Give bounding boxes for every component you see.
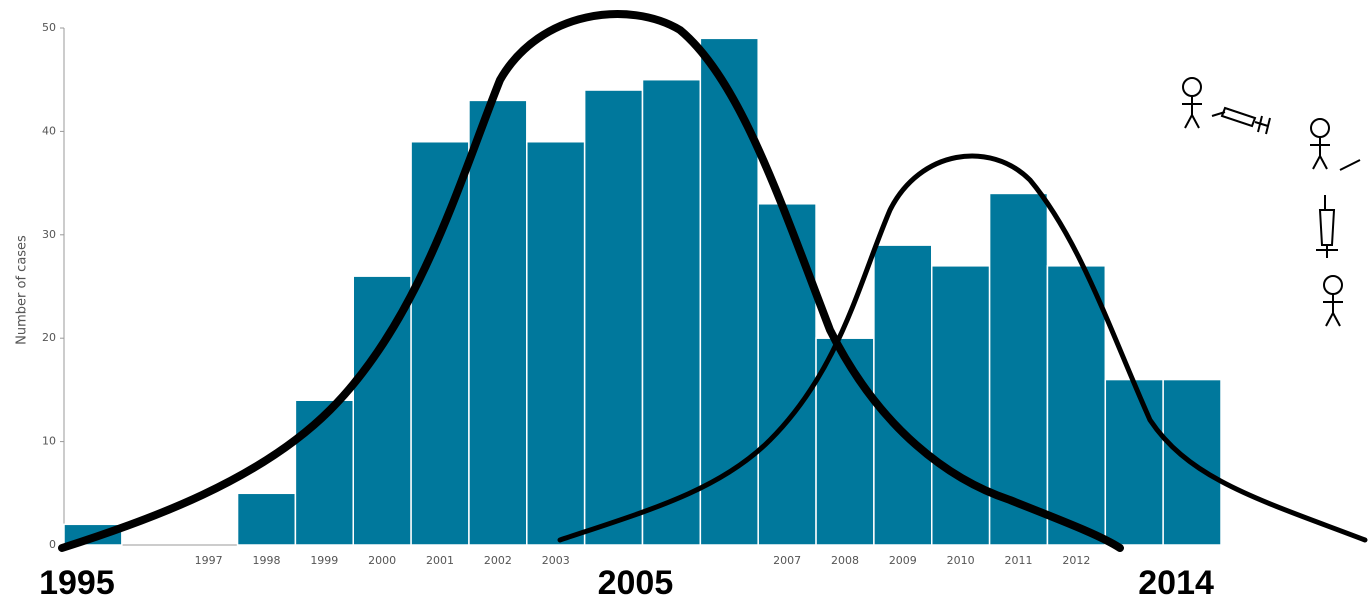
x-tick-label: 2000 [368,554,396,567]
bar [526,140,586,546]
y-axis-label: Number of cases [15,235,30,345]
y-tick-label: 40 [42,124,56,137]
bar [699,37,759,546]
stick-figures [1182,77,1361,327]
bar [294,399,354,546]
y-tick-label: 50 [42,21,56,34]
x-tick-label: 2011 [1005,554,1033,567]
year-annotation: 2014 [1138,564,1214,602]
y-tick-label: 0 [49,538,56,551]
year-annotation: 2005 [598,564,674,602]
x-tick-label: 2003 [542,554,570,567]
y-tick-label: 30 [42,228,56,241]
x-tick-label: 1999 [310,554,338,567]
hand-drawn-curves [58,10,1368,552]
x-tick-label: 2002 [484,554,512,567]
bar [873,244,933,546]
bar [931,265,991,546]
bar [815,337,875,546]
bar [641,78,702,546]
x-tick-label: 2010 [947,554,975,567]
y-tick-label: 10 [42,435,56,448]
x-tick-label: 2012 [1062,554,1090,567]
bar [1046,265,1107,546]
x-tick-label: 2008 [831,554,859,567]
x-tick-label: 1997 [195,554,223,567]
bar [468,99,528,546]
bar [236,492,297,546]
x-tick-label: 2007 [773,554,801,567]
x-tick-label: 1998 [252,554,280,567]
y-tick-label: 20 [42,331,56,344]
bar [410,140,470,546]
x-tick-label: 2001 [426,554,454,567]
x-tick-label: 2009 [889,554,917,567]
bar [757,203,817,546]
bar [583,89,644,546]
bar [1104,378,1164,546]
year-annotation: 1995 [39,564,115,602]
